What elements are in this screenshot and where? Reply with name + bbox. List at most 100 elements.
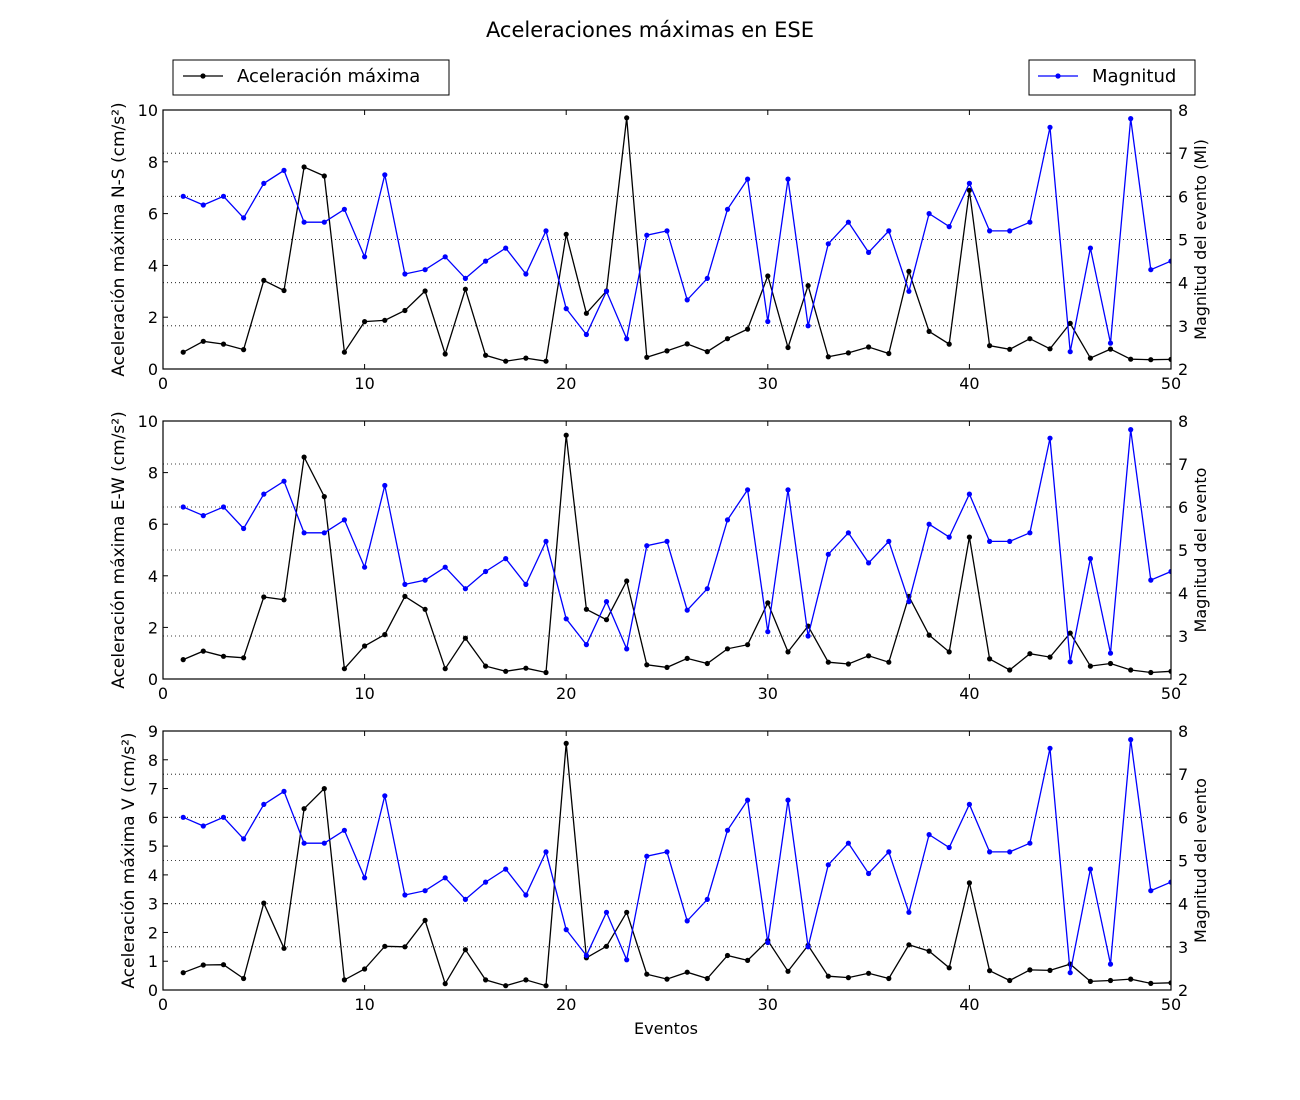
ns-magnitude-point [1007, 228, 1013, 234]
ew-magnitude-line [182, 429, 1171, 662]
ew-acceleration-point [926, 632, 932, 638]
ns-acceleration-point [442, 351, 448, 357]
ew-acceleration-point [241, 655, 247, 661]
v-acceleration-point [563, 740, 569, 747]
ns-magnitude-point [724, 206, 731, 212]
legend-magnitude-label: Magnitud [1092, 66, 1176, 87]
ns-acceleration-point [523, 355, 529, 361]
ew-y-tick-label: 0 [148, 670, 158, 689]
ew-acceleration-point [180, 657, 186, 663]
v-magnitude-line [182, 739, 1171, 973]
ns-acceleration-point [1087, 355, 1093, 361]
ew-magnitude-point [261, 491, 267, 497]
ew-acceleration-point [200, 648, 206, 654]
ew-acceleration-point [281, 597, 287, 603]
v-acceleration-point [301, 806, 307, 812]
ew-magnitude-point [1007, 538, 1013, 545]
ew-magnitude-point [1148, 577, 1154, 583]
ns-acceleration-point [261, 277, 267, 283]
v-magnitude-series [180, 737, 1171, 976]
ew-magnitude-point [966, 491, 973, 497]
v-acceleration-point [966, 880, 973, 886]
v-x-tick-label: 20 [556, 995, 576, 1014]
ns-acceleration-point [624, 115, 630, 121]
v-y-tick-label: 1 [148, 952, 158, 971]
v-magnitude-point [1087, 866, 1093, 872]
v-magnitude-point [200, 823, 206, 829]
ns-magnitude-point [321, 219, 327, 225]
ew-magnitude-point [906, 599, 912, 605]
v-magnitude-point [362, 875, 368, 881]
ew-magnitude-point [1087, 556, 1093, 562]
v-acceleration-point [362, 966, 368, 972]
v-acceleration-point [946, 965, 952, 971]
ew-magnitude-point [220, 504, 227, 510]
ew-magnitude-point [583, 642, 590, 648]
ew-acceleration-point [402, 593, 408, 600]
v-magnitude-point [926, 832, 932, 838]
ns-y2-tick-label: 8 [1178, 101, 1188, 120]
ns-acceleration-point [845, 350, 852, 356]
v-acceleration-point [1087, 978, 1093, 985]
ew-magnitude-point [503, 556, 509, 562]
v-acceleration-point [624, 909, 630, 915]
ew-magnitude-point [321, 530, 327, 536]
v-acceleration-point [785, 968, 791, 974]
v-y2-axis-label: Magnitud del evento [1191, 778, 1210, 943]
v-acceleration-point [845, 975, 852, 981]
v-magnitude-point [503, 866, 509, 872]
v-acceleration-point [1128, 976, 1134, 982]
ns-y2-tick-label: 4 [1178, 274, 1188, 293]
v-magnitude-point [805, 944, 811, 950]
ns-acceleration-point [1148, 357, 1154, 363]
v-acceleration-point [523, 977, 529, 983]
ew-magnitude-point [462, 586, 468, 592]
ns-acceleration-point [1067, 320, 1073, 326]
ew-acceleration-point [825, 659, 831, 665]
v-acceleration-point [281, 945, 287, 951]
ns-acceleration-point [724, 336, 731, 342]
ns-magnitude-point [805, 323, 811, 329]
ns-y-axis-label: Aceleración máxima N-S (cm/s²) [109, 102, 129, 376]
ns-acceleration-point [281, 287, 287, 294]
ns-magnitude-point [402, 271, 408, 277]
ew-acceleration-point [704, 660, 710, 667]
v-acceleration-point [684, 969, 690, 975]
ns-magnitude-point [341, 206, 347, 212]
v-magnitude-point [886, 849, 892, 855]
v-y-tick-label: 9 [148, 722, 158, 741]
ns-y2-tick-label: 5 [1178, 231, 1188, 250]
v-magnitude-point [1128, 737, 1134, 743]
ns-acceleration-line [182, 117, 1171, 362]
legend-magnitude-marker [1055, 73, 1061, 79]
ns-acceleration-point [704, 349, 710, 355]
ew-magnitude-point [1168, 568, 1171, 575]
ns-magnitude-point [825, 241, 831, 247]
v-acceleration-point [382, 943, 388, 949]
ew-acceleration-point [1087, 663, 1093, 669]
ns-acceleration-point [422, 288, 428, 294]
ns-magnitude-point [241, 215, 247, 221]
v-magnitude-point [442, 875, 448, 881]
v-magnitude-point [724, 827, 731, 833]
ns-magnitude-point [200, 202, 206, 208]
ew-magnitude-point [1067, 659, 1073, 665]
ew-acceleration-point [422, 606, 428, 612]
ns-magnitude-point [704, 275, 710, 281]
v-magnitude-point [825, 862, 831, 868]
v-acceleration-series [180, 740, 1171, 989]
ns-y2-tick-label: 3 [1178, 317, 1188, 336]
v-magnitude-point [301, 840, 307, 846]
ew-y-tick-label: 10 [138, 412, 158, 431]
ns-y2-tick-label: 7 [1178, 144, 1188, 163]
ns-magnitude-series [180, 116, 1171, 355]
v-acceleration-point [422, 917, 428, 924]
ew-magnitude-point [523, 581, 529, 588]
v-acceleration-point [724, 952, 731, 959]
v-acceleration-point [644, 971, 650, 977]
v-magnitude-point [422, 888, 428, 894]
v-acceleration-point [402, 944, 408, 950]
v-magnitude-point [241, 836, 247, 842]
ns-y2-tick-label: 6 [1178, 187, 1188, 206]
v-magnitude-point [321, 840, 327, 846]
